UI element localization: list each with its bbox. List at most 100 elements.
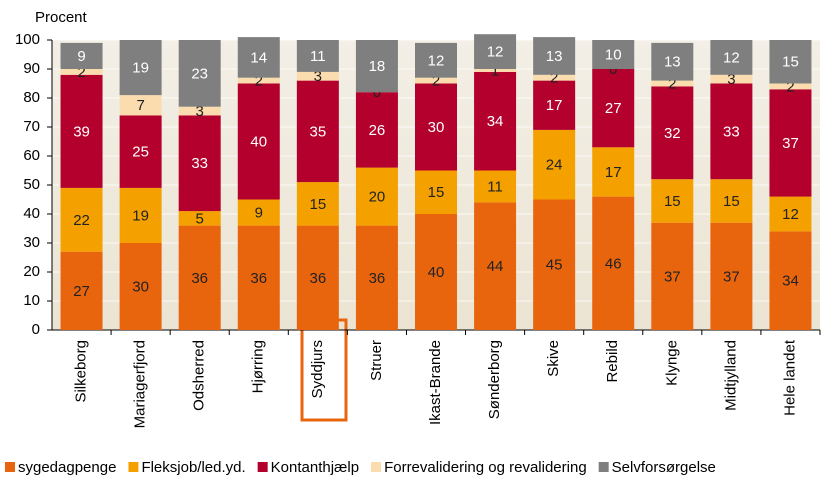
bar-segment xyxy=(651,80,694,87)
data-label: 12 xyxy=(428,52,445,69)
bar-segment xyxy=(474,34,517,69)
data-label: 33 xyxy=(723,123,740,140)
data-label: 15 xyxy=(428,184,445,201)
data-label: 24 xyxy=(546,157,563,174)
data-label: 36 xyxy=(250,270,267,287)
bar-segment xyxy=(533,129,576,200)
x-tick-label: Syddjurs xyxy=(309,340,326,398)
data-label: 2 xyxy=(77,64,85,81)
data-label: 37 xyxy=(664,268,681,285)
data-label: 15 xyxy=(664,193,681,210)
bar-segment xyxy=(296,80,339,183)
data-label: 14 xyxy=(250,49,267,66)
data-label: 1 xyxy=(491,62,499,79)
y-tick-label: 0 xyxy=(32,321,40,338)
bar-segment xyxy=(769,40,812,84)
bar-segment xyxy=(769,83,812,90)
legend-swatch xyxy=(128,462,139,472)
bar-segment xyxy=(237,225,280,330)
y-tick-label: 70 xyxy=(23,118,40,135)
bar-segment xyxy=(119,243,162,330)
bar-segment xyxy=(60,187,103,252)
bar-segment xyxy=(237,77,280,84)
bar-segment xyxy=(355,167,398,226)
data-label: 34 xyxy=(782,273,799,290)
data-label: 0 xyxy=(373,84,381,101)
data-label: 12 xyxy=(487,44,504,61)
data-label: 36 xyxy=(310,270,327,287)
x-tick-label: Ikast-Brande xyxy=(427,340,444,425)
data-label: 15 xyxy=(723,193,740,210)
data-label: 17 xyxy=(546,97,563,114)
data-label: 13 xyxy=(546,48,563,65)
data-label: 33 xyxy=(191,155,208,172)
x-tick-label: Hjørring xyxy=(250,340,267,393)
bar-segment xyxy=(533,199,576,330)
x-tick-label: Skive xyxy=(545,340,562,377)
legend-label: Fleksjob/led.yd. xyxy=(141,459,245,476)
bar-segment xyxy=(178,40,221,107)
data-label: 35 xyxy=(310,123,327,140)
bar-segment xyxy=(178,106,221,116)
bar-segment xyxy=(474,170,517,203)
bar-segment xyxy=(415,83,457,171)
data-label: 37 xyxy=(723,268,740,285)
bar-segment xyxy=(769,231,812,330)
data-label: 19 xyxy=(132,60,149,77)
bar-segment xyxy=(710,74,753,84)
bar-segment xyxy=(296,40,339,72)
bar-segment xyxy=(710,83,753,180)
bar-segment xyxy=(355,40,398,93)
bar-segment xyxy=(710,40,753,75)
bar-segment xyxy=(592,40,635,69)
bar-segment xyxy=(178,225,221,330)
x-tick-label: Hele landet xyxy=(781,339,798,416)
legend-label: Kontanthjælp xyxy=(271,459,359,476)
data-label: 2 xyxy=(668,75,676,92)
bar-segment xyxy=(415,77,457,84)
data-label: 9 xyxy=(255,205,263,222)
bar-segment xyxy=(60,74,103,188)
data-label: 27 xyxy=(605,100,622,117)
data-label: 45 xyxy=(546,257,563,274)
bar-segment xyxy=(119,115,162,188)
bar-segment xyxy=(60,251,103,330)
x-tick-label: Odsherred xyxy=(191,340,208,411)
y-tick-label: 60 xyxy=(23,147,40,164)
data-label: 40 xyxy=(428,264,445,281)
data-label: 27 xyxy=(73,283,90,300)
data-label: 34 xyxy=(487,113,504,130)
bar-segment xyxy=(296,225,339,330)
data-label: 22 xyxy=(73,212,90,229)
y-tick-label: 20 xyxy=(23,263,40,280)
bar-segment xyxy=(237,199,280,226)
data-label: 7 xyxy=(136,97,144,114)
bar-segment xyxy=(60,69,103,75)
bar-segment xyxy=(119,40,162,96)
data-label: 2 xyxy=(786,78,794,95)
data-label: 15 xyxy=(782,54,799,71)
data-label: 2 xyxy=(255,73,263,90)
bar-segment xyxy=(415,42,457,78)
data-label: 30 xyxy=(132,278,149,295)
y-tick-label: 50 xyxy=(23,176,40,193)
data-label: 46 xyxy=(605,255,622,272)
x-tick-label: Mariagerfjord xyxy=(132,340,149,428)
bar-segment xyxy=(474,69,517,72)
bar-segment xyxy=(178,211,221,226)
data-label: 2 xyxy=(432,73,440,90)
legend-swatch xyxy=(5,462,15,472)
y-tick-label: 90 xyxy=(23,60,40,77)
bar-segment xyxy=(769,196,812,232)
data-label: 17 xyxy=(605,164,622,181)
bar-segment xyxy=(592,147,635,197)
y-tick-label: 10 xyxy=(23,292,40,309)
legend-label: sygedagpenge xyxy=(18,459,116,476)
bar-segment xyxy=(710,179,753,223)
y-tick-label: 30 xyxy=(23,234,40,251)
bar-segment xyxy=(60,42,103,69)
bar-segment xyxy=(355,225,398,330)
data-label: 12 xyxy=(723,49,740,66)
data-label: 5 xyxy=(196,210,204,227)
data-label: 30 xyxy=(428,119,445,136)
